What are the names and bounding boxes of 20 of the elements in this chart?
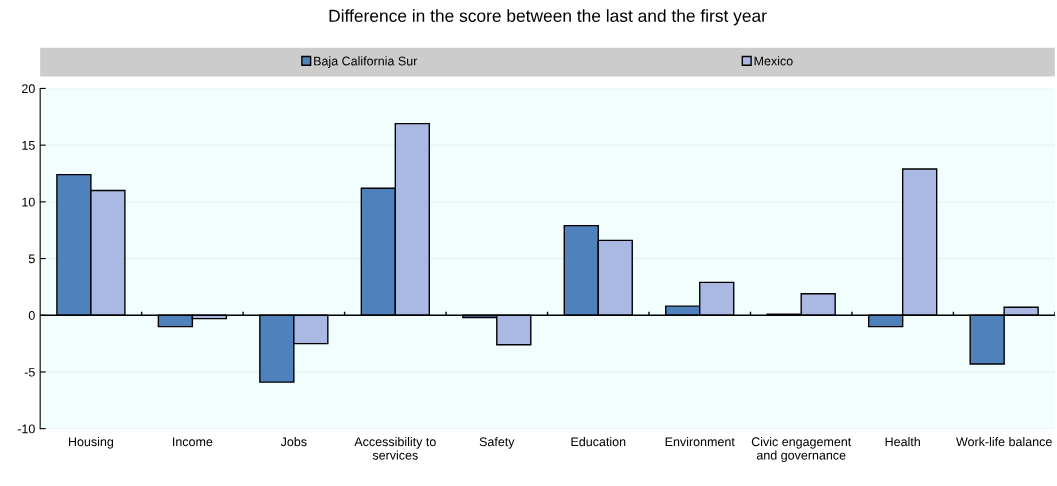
x-tick-label: Civic engagement and governance <box>751 436 852 463</box>
x-tick-label: Housing <box>69 436 114 449</box>
x-tick-label: Environment <box>665 436 735 447</box>
x-tick-label: Work-life balance <box>956 436 1052 447</box>
y-tick-label: 0 <box>28 311 35 320</box>
y-tick-label: 10 <box>22 197 35 207</box>
y-tick-label: 20 <box>22 84 35 94</box>
x-tick-label: Safety <box>479 437 515 449</box>
x-tick-label: Health <box>885 436 920 447</box>
legend-label: Mexico <box>754 56 793 66</box>
y-tick-label: 5 <box>28 254 35 264</box>
x-tick-label: Income <box>173 437 213 447</box>
y-tick-label: 15 <box>22 141 35 150</box>
legend-label: Baja California Sur <box>314 56 418 68</box>
x-tick-label: Education <box>571 436 626 447</box>
chart-title: Difference in the score between the last and the first year <box>329 9 767 26</box>
y-tick-label: -10 <box>17 424 35 434</box>
y-tick-label: -5 <box>24 367 35 377</box>
x-tick-label: Jobs <box>280 436 307 447</box>
x-tick-label: Accessibility to services <box>354 436 436 460</box>
